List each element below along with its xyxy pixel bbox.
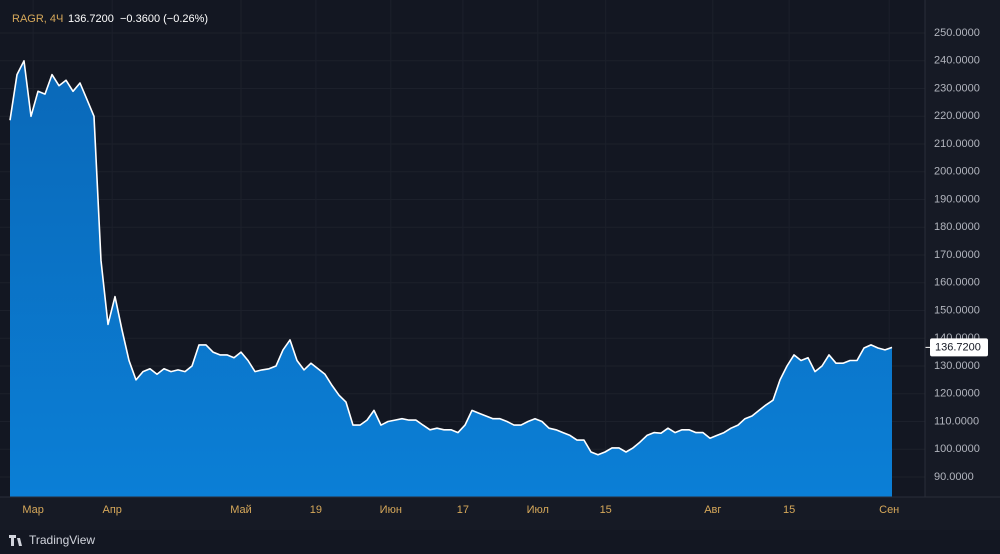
area (10, 60, 892, 498)
y-tick-label: 150.0000 (934, 304, 980, 316)
y-tick-label: 250.0000 (934, 27, 980, 39)
symbol: RAGR, 4Ч (12, 13, 63, 25)
x-tick-label: Мар (22, 504, 44, 516)
y-tick-label: 240.0000 (934, 55, 980, 67)
y-tick-label: 230.0000 (934, 82, 980, 94)
y-tick-label: 180.0000 (934, 221, 980, 233)
price: 136.7200 (68, 13, 114, 25)
last-price-box (930, 338, 988, 357)
brand: TradingView (29, 533, 95, 547)
change: −0.3600 (−0.26%) (120, 13, 208, 25)
series (9, 60, 930, 498)
x-tick-label: Июн (380, 504, 402, 516)
x-tick-label: Авг (704, 504, 721, 516)
x-tick-label: 19 (310, 504, 322, 516)
grid (0, 0, 925, 497)
axes: 90.0000 100.0000 110.0000 120.0000 130.0000 1… (22, 27, 988, 516)
x-tick-label: Июл (527, 504, 549, 516)
last-price-label: 136.7200 (935, 341, 981, 353)
brand-logo (9, 535, 22, 546)
y-tick-label: 90.0000 (934, 471, 974, 483)
line (9, 60, 893, 456)
y-tick-label: 220.0000 (934, 110, 980, 122)
x-tick-label: Апр (102, 504, 121, 516)
y-tick-label: 210.0000 (934, 138, 980, 150)
y-tick-label: 130.0000 (934, 360, 980, 372)
y-tick-label: 200.0000 (934, 166, 980, 178)
y-tick-label: 190.0000 (934, 193, 980, 205)
x-tick-label: 15 (783, 504, 795, 516)
x-tick-label: Сен (879, 504, 899, 516)
y-tick-label: 100.0000 (934, 443, 980, 455)
x-tick-label: 17 (457, 504, 469, 516)
y-tick-label: 120.0000 (934, 388, 980, 400)
y-tick-label: 110.0000 (934, 415, 979, 427)
x-tick-label: Май (230, 504, 252, 516)
y-tick-label: 170.0000 (934, 249, 980, 261)
footer (0, 530, 1000, 554)
x-tick-label: 15 (600, 504, 612, 516)
y-tick-label: 160.0000 (934, 277, 980, 289)
